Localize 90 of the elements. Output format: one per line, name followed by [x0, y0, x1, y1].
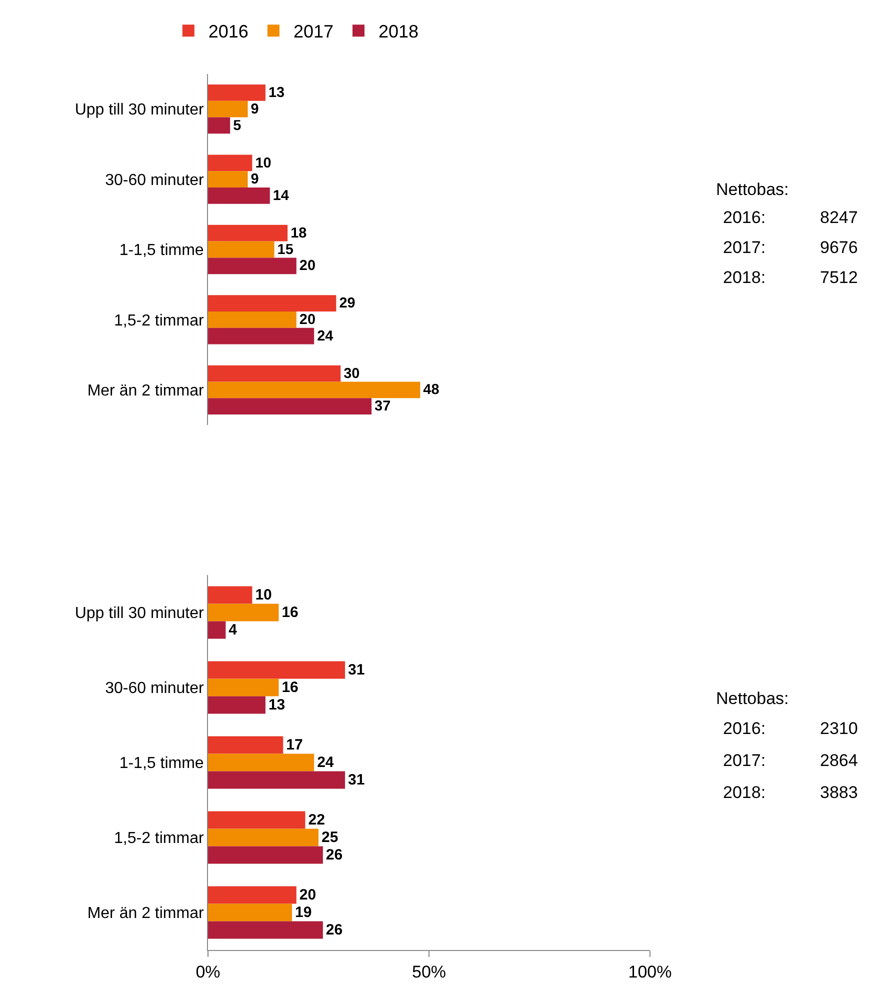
- data-label: 5: [233, 118, 242, 134]
- bar: [208, 171, 248, 188]
- x-tick-label: 0%: [196, 962, 220, 982]
- bar: [208, 382, 420, 398]
- data-label: 24: [317, 328, 334, 344]
- y-tick-label: 30-60 minuter: [105, 172, 204, 189]
- bar: [208, 771, 346, 789]
- y-tick-label: Upp till 30 minuter: [74, 102, 204, 119]
- bar: [208, 811, 306, 829]
- data-label: 9: [250, 101, 259, 118]
- bar: [208, 736, 284, 754]
- y-tick-label: Mer än 2 timmar: [87, 905, 204, 922]
- text: 9676: [820, 238, 858, 257]
- bar: [208, 754, 314, 772]
- y-tick-label: 1-1,5 timme: [119, 242, 204, 260]
- data-label: 13: [268, 696, 286, 714]
- y-tick-label: 30-60 minuter: [105, 680, 204, 698]
- text: 2017:: [723, 238, 766, 257]
- bar: [208, 828, 318, 846]
- data-label: 10: [255, 155, 272, 172]
- y-tick-label: Mer än 2 timmar: [87, 382, 204, 400]
- data-label: 48: [423, 382, 440, 398]
- bar: [208, 621, 226, 639]
- bar: [208, 100, 248, 118]
- bar: [208, 661, 346, 679]
- bar: [208, 84, 266, 101]
- text: 7512: [820, 268, 858, 287]
- bar: [208, 904, 292, 922]
- data-label: 25: [322, 829, 338, 846]
- bar: [208, 846, 323, 864]
- text: 2017:: [723, 751, 766, 770]
- x-tick-label: 50%: [412, 962, 446, 982]
- bar: [208, 241, 274, 258]
- data-label: 26: [326, 846, 343, 864]
- bar: [208, 921, 323, 939]
- text: 2018:: [723, 268, 766, 287]
- bar: [208, 187, 270, 204]
- data-label: 26: [326, 922, 343, 938]
- y-tick-label: 1,5-2 timmar: [114, 830, 204, 848]
- y-tick-label: 1-1,5 timme: [119, 755, 204, 772]
- data-label: 19: [294, 904, 312, 921]
- data-label: 30: [344, 366, 360, 382]
- bar: [208, 398, 372, 414]
- bar: [208, 886, 296, 904]
- legend-label: 2016: [208, 22, 248, 42]
- bar: [208, 604, 279, 622]
- y-tick-label: Upp till 30 minuter: [74, 605, 204, 622]
- bar: [208, 328, 314, 344]
- data-label: 16: [282, 604, 298, 621]
- data-label: 20: [299, 886, 316, 904]
- bar: [208, 586, 252, 604]
- data-label: 31: [348, 662, 365, 678]
- bar: [208, 154, 252, 172]
- text: 2864: [820, 751, 858, 770]
- text: 2016:: [723, 719, 766, 738]
- data-label: 17: [286, 736, 303, 754]
- data-label: 20: [299, 312, 316, 328]
- data-label: 31: [348, 772, 365, 788]
- data-label: 9: [250, 172, 259, 188]
- legend-label: 2017: [293, 22, 334, 42]
- text: 2016:: [723, 208, 766, 227]
- bar: [208, 678, 279, 696]
- data-label: 29: [339, 296, 356, 312]
- data-label: 18: [290, 225, 307, 242]
- text: 8247: [820, 208, 858, 227]
- x-tick-label: 100%: [628, 962, 672, 982]
- data-label: 15: [277, 242, 294, 258]
- bar: [208, 117, 230, 134]
- data-label: 37: [374, 398, 391, 415]
- data-label: 14: [272, 188, 289, 204]
- bar: [208, 696, 266, 714]
- data-label: 13: [268, 85, 285, 102]
- bar: [208, 224, 288, 242]
- legend-label: 2018: [378, 22, 419, 42]
- data-label: 16: [282, 679, 298, 696]
- bar: [208, 295, 336, 312]
- text: 2018:: [723, 783, 766, 802]
- data-label: 10: [255, 586, 272, 604]
- text: 3883: [820, 783, 858, 802]
- bar: [208, 258, 296, 274]
- data-label: 20: [299, 258, 316, 274]
- text: Nettobas:: [716, 180, 789, 199]
- data-label: 4: [228, 622, 238, 638]
- bar: [208, 365, 341, 382]
- bar: [208, 312, 296, 328]
- data-label: 24: [317, 754, 334, 771]
- data-label: 22: [308, 812, 325, 828]
- text: Nettobas:: [716, 689, 789, 708]
- y-tick-label: 1,5-2 timmar: [114, 312, 204, 330]
- text: 2310: [820, 719, 858, 738]
